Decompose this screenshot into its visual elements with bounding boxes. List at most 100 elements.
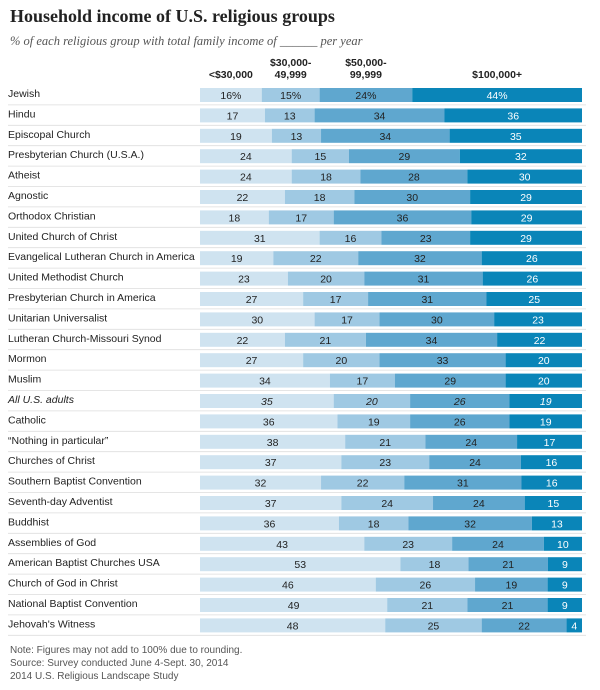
bar-segment — [547, 557, 582, 572]
data-label: 25 — [528, 294, 540, 306]
data-label: 17 — [341, 314, 353, 326]
row-label: Agnostic — [8, 190, 48, 202]
bar-segment — [348, 149, 460, 164]
note-source: Source: Survey conducted June 4-Sept. 30… — [10, 658, 229, 669]
data-label: 19 — [505, 580, 517, 592]
data-label: 17 — [357, 376, 369, 388]
data-label: 37 — [265, 498, 277, 510]
bar-segment — [360, 169, 468, 184]
data-label: 15 — [314, 151, 326, 163]
bar-segment — [412, 88, 582, 102]
data-label: 4 — [571, 620, 577, 632]
bar-segment — [303, 353, 380, 368]
data-label: 18 — [229, 212, 241, 224]
bar-segment — [364, 536, 453, 551]
bar-segment — [287, 271, 365, 286]
bar-segment — [341, 496, 434, 510]
data-label: 24 — [465, 437, 477, 449]
data-label: 28 — [408, 172, 420, 184]
bar-segment — [452, 536, 544, 551]
data-label: 23 — [238, 274, 250, 286]
bar-segment — [200, 536, 365, 551]
bar-segment — [200, 88, 262, 102]
bar-segment — [425, 434, 518, 449]
bar-segment — [394, 373, 506, 388]
bar-segment — [200, 292, 304, 306]
bar-segment — [358, 251, 482, 266]
data-label: 31 — [254, 233, 266, 245]
legend-label: 99,999 — [350, 69, 382, 81]
data-label: 23 — [402, 539, 414, 551]
bar-segment — [200, 353, 304, 368]
row-label: United Methodist Church — [8, 272, 124, 284]
data-label: 43 — [276, 539, 288, 551]
data-label: 24% — [355, 90, 376, 102]
data-label: 29 — [444, 376, 456, 388]
bar-segment — [467, 598, 548, 612]
bar-segment — [505, 353, 582, 368]
bar-segment — [200, 190, 285, 204]
bar-segment — [319, 230, 382, 245]
bar-segment — [379, 312, 495, 327]
bar-segment — [291, 169, 361, 184]
bar-segment — [521, 475, 582, 490]
bar-segment — [200, 598, 388, 612]
data-label: 21 — [379, 437, 391, 449]
data-label: 20 — [335, 355, 347, 367]
data-label: 32 — [255, 478, 267, 490]
data-label: 20 — [538, 355, 550, 367]
row-label: Presbyterian Church (U.S.A.) — [8, 149, 144, 161]
data-label: 20 — [538, 376, 550, 388]
bar-segment — [509, 414, 582, 429]
bar-segment — [319, 88, 413, 102]
chart-title: Household income of U.S. religious group… — [10, 6, 335, 26]
bar-segment — [200, 618, 386, 633]
data-label: 36 — [264, 518, 276, 530]
bar-segment — [475, 577, 548, 592]
data-label: 29 — [399, 151, 411, 163]
bar-segment — [547, 577, 582, 592]
bar-segment — [200, 496, 342, 510]
bar-segment — [200, 577, 376, 592]
bar-segment — [400, 557, 469, 572]
bar-segment — [381, 230, 471, 245]
bar-segment — [481, 618, 567, 633]
bar-segment — [365, 332, 498, 347]
data-label: 17 — [330, 294, 342, 306]
data-label: 36 — [507, 110, 519, 122]
bar-segment — [505, 373, 582, 388]
data-label: 24 — [381, 498, 393, 510]
data-label: 24 — [469, 457, 481, 469]
bar-segment — [321, 475, 405, 490]
bar-segment — [284, 190, 355, 204]
data-label: 22 — [237, 192, 249, 204]
bar-segment — [467, 169, 582, 184]
data-label: 49 — [288, 600, 300, 612]
data-label: 53 — [294, 559, 306, 571]
bar-segment — [337, 414, 411, 429]
bar-segment — [494, 312, 582, 327]
bar-segment — [449, 128, 582, 143]
bar-segment — [429, 455, 521, 470]
data-label: 19 — [230, 131, 242, 143]
data-label: 36 — [397, 212, 409, 224]
bar-segment — [341, 455, 430, 470]
data-label: 29 — [521, 212, 533, 224]
bar-segment — [200, 210, 269, 225]
data-label: 21 — [502, 559, 514, 571]
data-label: 24 — [240, 151, 252, 163]
data-label: 31 — [457, 478, 469, 490]
row-label: Buddhist — [8, 516, 49, 528]
bar-segment — [268, 210, 334, 225]
data-label: 26 — [453, 396, 466, 408]
data-label: 26 — [526, 253, 538, 265]
data-label: 31 — [418, 274, 430, 286]
bar-segment — [329, 373, 395, 388]
bar-segment — [333, 394, 411, 408]
row-label: Jehovah's Witness — [8, 618, 95, 630]
row-label: Church of God in Christ — [8, 578, 118, 590]
bar-segment — [433, 496, 525, 510]
row-label: Southern Baptist Convention — [8, 476, 142, 488]
bar-segment — [284, 332, 366, 347]
